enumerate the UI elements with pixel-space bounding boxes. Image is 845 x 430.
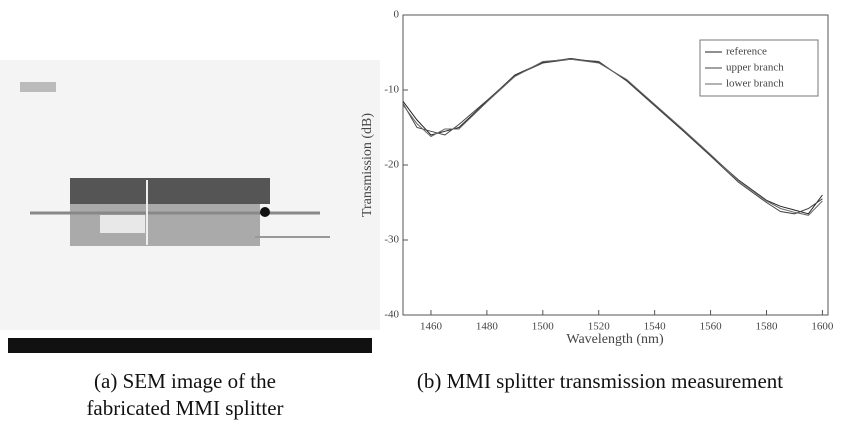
y-tick-label: -30 bbox=[384, 234, 399, 246]
caption-a: (a) SEM image of the bbox=[94, 369, 276, 393]
legend-label: upper branch bbox=[726, 62, 784, 74]
y-axis-label: Transmission (dB) bbox=[360, 113, 375, 217]
x-tick-label: 1460 bbox=[420, 321, 443, 333]
x-tick-label: 1540 bbox=[644, 321, 667, 333]
legend-label: lower branch bbox=[726, 78, 784, 90]
legend-label: reference bbox=[726, 46, 767, 58]
sem-scale-bar bbox=[8, 338, 372, 353]
y-tick-label: -40 bbox=[384, 309, 399, 321]
y-tick-label: -20 bbox=[384, 159, 399, 171]
y-tick-label: -10 bbox=[384, 84, 399, 96]
sem-label bbox=[100, 215, 145, 233]
x-tick-label: 1600 bbox=[811, 321, 834, 333]
sem-image bbox=[0, 60, 380, 353]
x-tick-label: 1480 bbox=[476, 321, 499, 333]
y-tick-label: 0 bbox=[394, 9, 400, 21]
x-tick-label: 1560 bbox=[700, 321, 723, 333]
x-tick-label: 1580 bbox=[755, 321, 778, 333]
caption-b: (b) MMI splitter transmission measuremen… bbox=[417, 369, 783, 393]
series-line bbox=[402, 58, 823, 216]
sem-mmi-body bbox=[70, 204, 260, 246]
sem-particle bbox=[260, 207, 270, 217]
sem-artifact bbox=[20, 82, 56, 92]
x-axis-label: Wavelength (nm) bbox=[566, 332, 664, 347]
caption-a: fabricated MMI splitter bbox=[86, 396, 283, 420]
x-tick-label: 1500 bbox=[532, 321, 555, 333]
sem-upper-band bbox=[70, 178, 270, 204]
x-tick-label: 1520 bbox=[588, 321, 611, 333]
